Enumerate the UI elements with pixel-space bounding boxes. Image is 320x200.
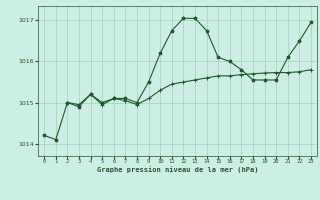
X-axis label: Graphe pression niveau de la mer (hPa): Graphe pression niveau de la mer (hPa) — [97, 167, 258, 173]
